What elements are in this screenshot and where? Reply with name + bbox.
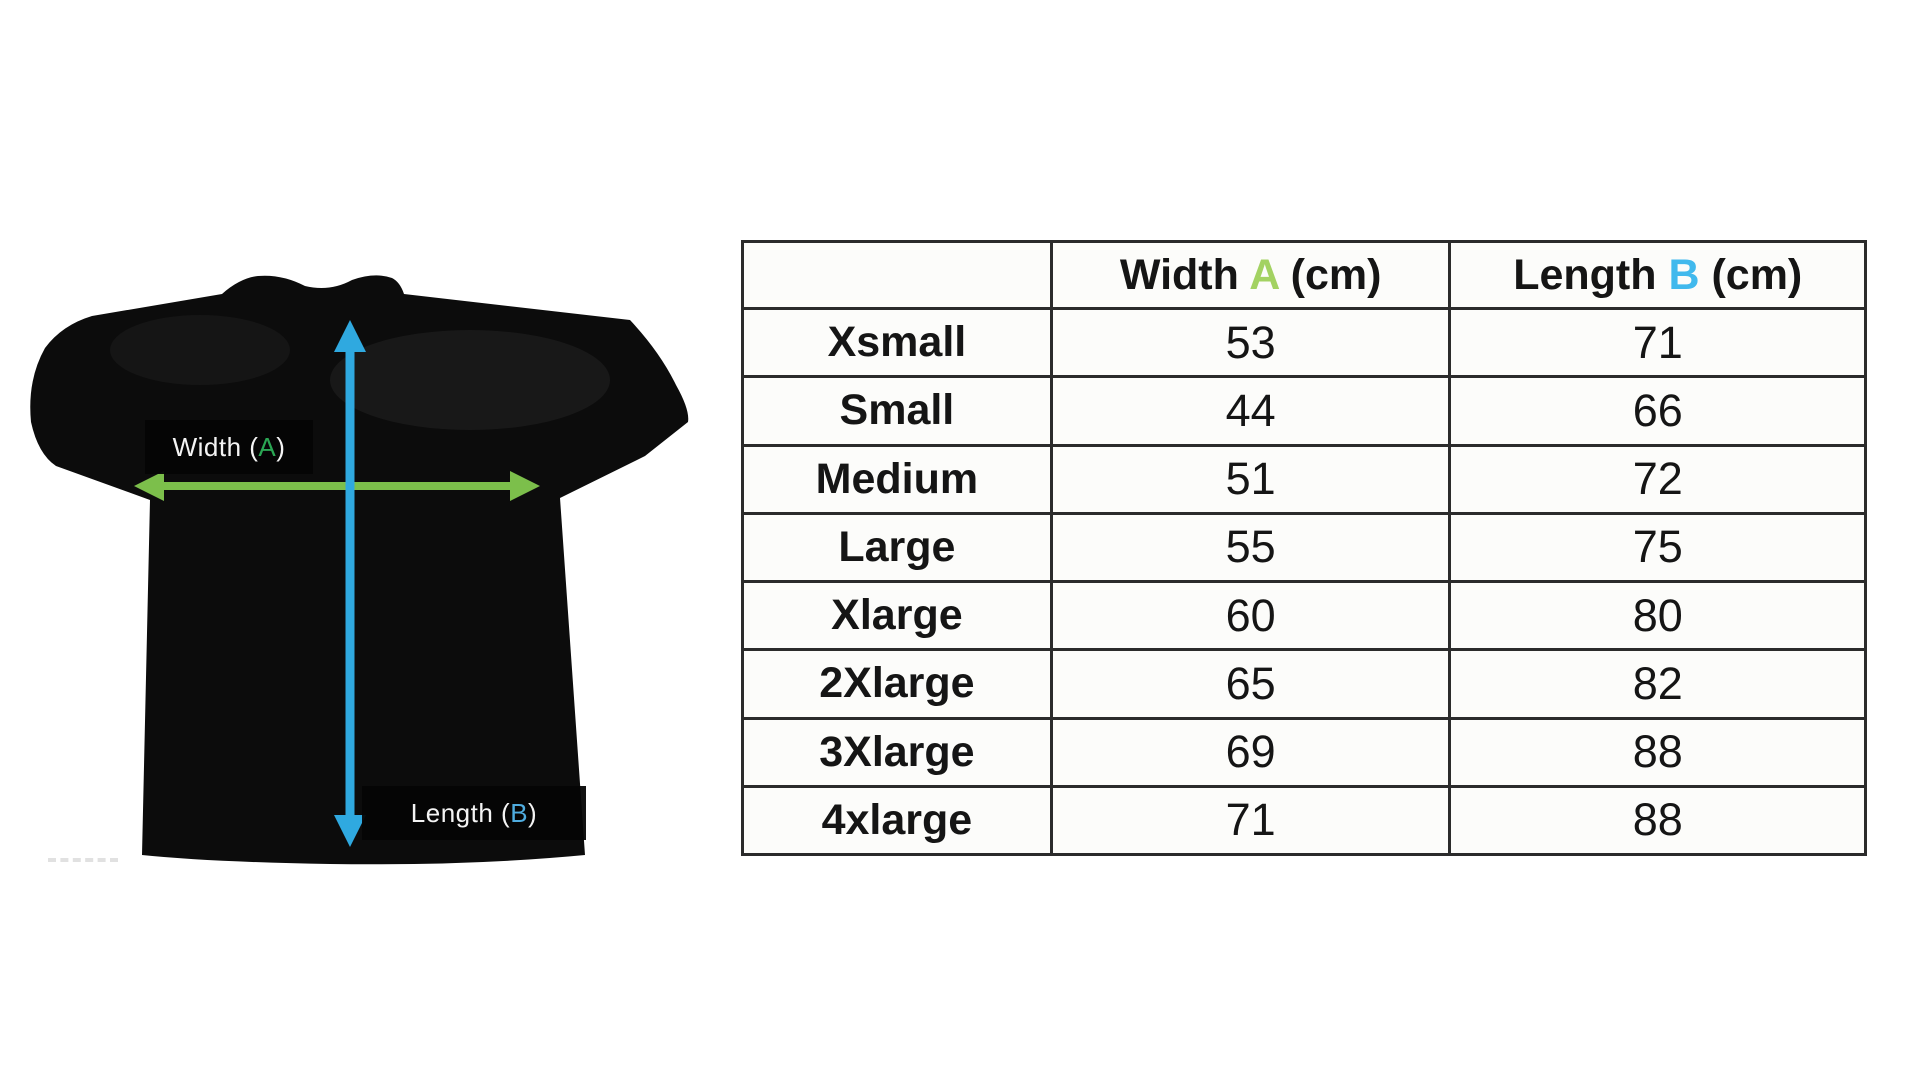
table-row: 2Xlarge 65 82 (741, 648, 1867, 720)
tshirt-diagram-canvas (30, 275, 689, 865)
header-length-suffix: (cm) (1699, 250, 1803, 299)
width-value-cell: 60 (1049, 579, 1452, 652)
size-cell: Large (741, 511, 1053, 584)
length-value-cell: 72 (1448, 443, 1867, 515)
header-width-prefix: Width (1119, 250, 1250, 299)
size-cell: 3Xlarge (741, 716, 1053, 788)
table-row: Small 44 66 (741, 375, 1867, 447)
length-label-suffix: ) (528, 798, 538, 828)
length-value-cell: 88 (1448, 716, 1867, 788)
width-value-cell: 53 (1049, 306, 1452, 379)
width-value-cell: 44 (1049, 375, 1452, 447)
size-table: Width A (cm) Length B (cm) Xsmall 53 71 … (741, 240, 1867, 857)
size-cell: Xsmall (741, 306, 1053, 379)
header-size-column (741, 240, 1053, 310)
tshirt-measurement-diagram: Width (A) Length (B) (0, 230, 720, 910)
length-value-cell: 82 (1448, 648, 1867, 720)
size-cell: Medium (741, 443, 1053, 515)
header-length-column: Length B (cm) (1448, 240, 1867, 310)
size-cell: Xlarge (741, 579, 1053, 652)
hem-smudge-artifact (48, 858, 118, 862)
width-value-cell: 51 (1049, 443, 1452, 515)
table-row: Medium 51 72 (741, 443, 1867, 515)
table-row: 4xlarge 71 88 (741, 784, 1867, 857)
header-width-suffix: (cm) (1278, 250, 1382, 299)
length-label: Length (B) (362, 786, 586, 840)
size-cell: 2Xlarge (741, 648, 1053, 720)
length-label-letter-b: B (510, 798, 529, 828)
size-cell: Small (741, 375, 1053, 447)
width-value-cell: 65 (1049, 648, 1452, 720)
width-value-cell: 55 (1049, 511, 1452, 584)
fabric-highlight (330, 330, 610, 430)
length-value-cell: 71 (1448, 306, 1867, 379)
length-value-cell: 66 (1448, 375, 1867, 447)
table-row: 3Xlarge 69 88 (741, 716, 1867, 788)
table-header-row: Width A (cm) Length B (cm) (741, 240, 1867, 310)
width-value-cell: 69 (1049, 716, 1452, 788)
length-label-prefix: Length ( (410, 798, 511, 828)
size-cell: 4xlarge (741, 784, 1053, 857)
left-right-arrow-icon (134, 471, 540, 501)
up-down-arrow-icon (334, 320, 366, 847)
width-label-prefix: Width ( (172, 432, 259, 462)
width-label-suffix: ) (276, 432, 286, 462)
length-value-cell: 80 (1448, 579, 1867, 652)
table-row: Xlarge 60 80 (741, 579, 1867, 652)
header-length-prefix: Length (1513, 250, 1669, 299)
width-value-cell: 71 (1049, 784, 1452, 857)
table-row: Large 55 75 (741, 511, 1867, 584)
width-label: Width (A) (145, 420, 313, 474)
header-width-column: Width A (cm) (1049, 240, 1452, 310)
length-value-cell: 75 (1448, 511, 1867, 584)
width-label-letter-a: A (258, 432, 277, 462)
header-length-letter-b: B (1668, 250, 1700, 299)
length-value-cell: 88 (1448, 784, 1867, 857)
header-width-letter-a: A (1249, 250, 1279, 299)
table-row: Xsmall 53 71 (741, 306, 1867, 379)
fabric-highlight-2 (110, 315, 290, 385)
